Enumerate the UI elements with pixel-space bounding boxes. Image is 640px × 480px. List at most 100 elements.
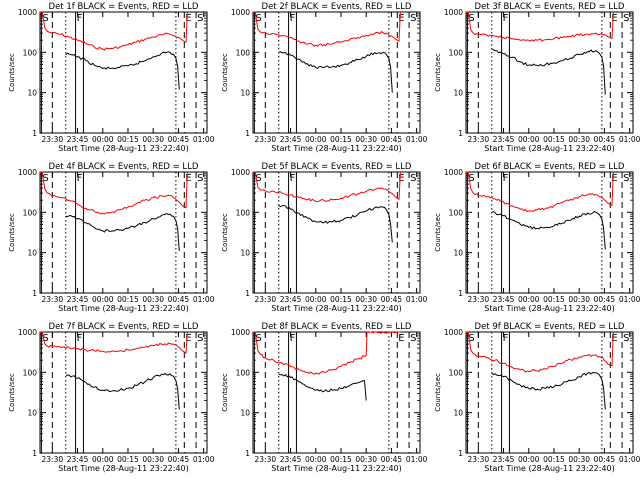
x-tick-label: 01:00 <box>619 455 640 464</box>
time-marker-label: S <box>623 13 629 24</box>
events-series-line <box>491 210 606 250</box>
x-tick-label: 00:45 <box>168 135 190 144</box>
y-tick-label: 1000 <box>444 8 463 17</box>
x-axis-label: Start Time (28-Aug-11 23:22:40) <box>271 304 402 313</box>
plot-frame <box>252 331 421 454</box>
x-axis-label: Start Time (28-Aug-11 23:22:40) <box>484 304 615 313</box>
detector-panel: Det 9f BLACK = Events, RED = LLD 1 10 100 10… <box>434 322 640 473</box>
y-axis-label: Counts/sec <box>221 373 229 412</box>
lld-series-line <box>40 11 188 51</box>
time-marker-label: S <box>42 13 48 24</box>
x-tick-label: 00:45 <box>168 455 190 464</box>
time-marker-label: S <box>255 13 261 24</box>
x-tick-label: 23:45 <box>493 135 515 144</box>
y-tick-label: 1 <box>32 449 37 458</box>
chart-title: Det 8f BLACK = Events, RED = LLD <box>262 322 412 332</box>
x-tick-label: 00:45 <box>594 295 616 304</box>
x-tick-label: 00:30 <box>568 295 590 304</box>
x-tick-label: 01:00 <box>406 295 428 304</box>
y-tick-label: 10 <box>27 409 37 418</box>
y-tick-label: 1000 <box>444 168 463 177</box>
x-tick-label: 00:15 <box>330 455 352 464</box>
chart-title: Det 1f BLACK = Events, RED = LLD <box>49 2 199 12</box>
detector-panel: Det 5f BLACK = Events, RED = LLD 1 10 100 10… <box>221 162 428 313</box>
time-marker-label: F <box>290 333 296 344</box>
x-tick-label: 23:30 <box>255 135 277 144</box>
x-tick-label: 00:15 <box>117 135 139 144</box>
plot-frame <box>39 11 208 134</box>
x-tick-label: 23:45 <box>280 295 302 304</box>
x-tick-label: 00:30 <box>142 135 164 144</box>
x-tick-label: 23:45 <box>67 455 89 464</box>
chart-title: Det 9f BLACK = Events, RED = LLD <box>475 322 625 332</box>
y-axis-label: Counts/sec <box>8 373 16 412</box>
time-marker-label: E <box>398 173 404 184</box>
events-series-line <box>65 213 180 252</box>
detector-panel: Det 6f BLACK = Events, RED = LLD 1 10 100 10… <box>434 162 640 313</box>
y-tick-label: 100 <box>23 368 38 377</box>
time-marker-label: S <box>410 13 416 24</box>
x-tick-label: 00:00 <box>518 135 540 144</box>
detector-panel: Det 7f BLACK = Events, RED = LLD 1 10 100 10… <box>8 322 215 473</box>
y-axis-label: Counts/sec <box>434 373 442 412</box>
chart-title: Det 4f BLACK = Events, RED = LLD <box>49 162 199 172</box>
chart-title: Det 6f BLACK = Events, RED = LLD <box>475 162 625 172</box>
time-marker-label: F <box>503 13 509 24</box>
x-tick-label: 00:30 <box>355 455 377 464</box>
x-axis-label: Start Time (28-Aug-11 23:22:40) <box>58 464 189 473</box>
x-tick-label: 01:00 <box>406 455 428 464</box>
x-tick-label: 00:15 <box>330 295 352 304</box>
time-marker-label: S <box>197 13 203 24</box>
y-tick-label: 1 <box>245 449 250 458</box>
x-tick-label: 23:45 <box>280 455 302 464</box>
x-tick-label: 23:30 <box>255 455 277 464</box>
x-tick-label: 00:15 <box>330 135 352 144</box>
time-marker-label: F <box>290 173 296 184</box>
x-axis-label: Start Time (28-Aug-11 23:22:40) <box>484 464 615 473</box>
x-tick-label: 00:00 <box>305 135 327 144</box>
x-tick-label: 23:45 <box>493 455 515 464</box>
x-tick-label: 23:30 <box>468 135 490 144</box>
y-tick-label: 100 <box>23 48 38 57</box>
x-tick-label: 23:30 <box>42 135 64 144</box>
y-tick-label: 1000 <box>231 8 250 17</box>
y-tick-label: 1000 <box>444 328 463 337</box>
lld-series-line <box>466 171 614 213</box>
y-tick-label: 1 <box>32 129 37 138</box>
y-tick-label: 100 <box>449 368 464 377</box>
x-tick-label: 00:15 <box>543 135 565 144</box>
x-tick-label: 00:30 <box>568 135 590 144</box>
x-tick-label: 23:45 <box>493 295 515 304</box>
x-tick-label: 00:45 <box>381 135 403 144</box>
detector-panel: Det 3f BLACK = Events, RED = LLD 1 10 100 10… <box>434 2 640 153</box>
y-tick-label: 10 <box>240 409 250 418</box>
plot-frame <box>465 171 634 294</box>
y-tick-label: 1000 <box>231 328 250 337</box>
x-tick-label: 00:45 <box>381 295 403 304</box>
y-tick-label: 10 <box>27 89 37 98</box>
y-tick-label: 1 <box>458 289 463 298</box>
y-tick-label: 10 <box>453 409 463 418</box>
plot-frame <box>465 331 634 454</box>
y-tick-label: 1 <box>245 289 250 298</box>
x-tick-label: 00:45 <box>594 135 616 144</box>
x-tick-label: 01:00 <box>193 135 215 144</box>
events-series-line <box>278 373 367 401</box>
time-marker-label: S <box>410 333 416 344</box>
events-series-line <box>491 371 606 410</box>
time-marker-label: E <box>185 13 191 24</box>
detector-panel: Det 1f BLACK = Events, RED = LLD 1 10 100 10… <box>8 2 215 153</box>
x-tick-label: 23:30 <box>468 455 490 464</box>
time-marker-label: E <box>185 173 191 184</box>
time-marker-label: S <box>410 173 416 184</box>
lld-series-line <box>40 331 188 355</box>
x-tick-label: 00:45 <box>381 455 403 464</box>
x-tick-label: 00:00 <box>518 295 540 304</box>
x-tick-label: 00:00 <box>92 295 114 304</box>
time-marker-label: E <box>611 173 617 184</box>
y-tick-label: 10 <box>453 89 463 98</box>
y-tick-label: 10 <box>240 89 250 98</box>
x-tick-label: 23:45 <box>67 135 89 144</box>
y-tick-label: 100 <box>23 208 38 217</box>
x-tick-label: 23:30 <box>42 455 64 464</box>
